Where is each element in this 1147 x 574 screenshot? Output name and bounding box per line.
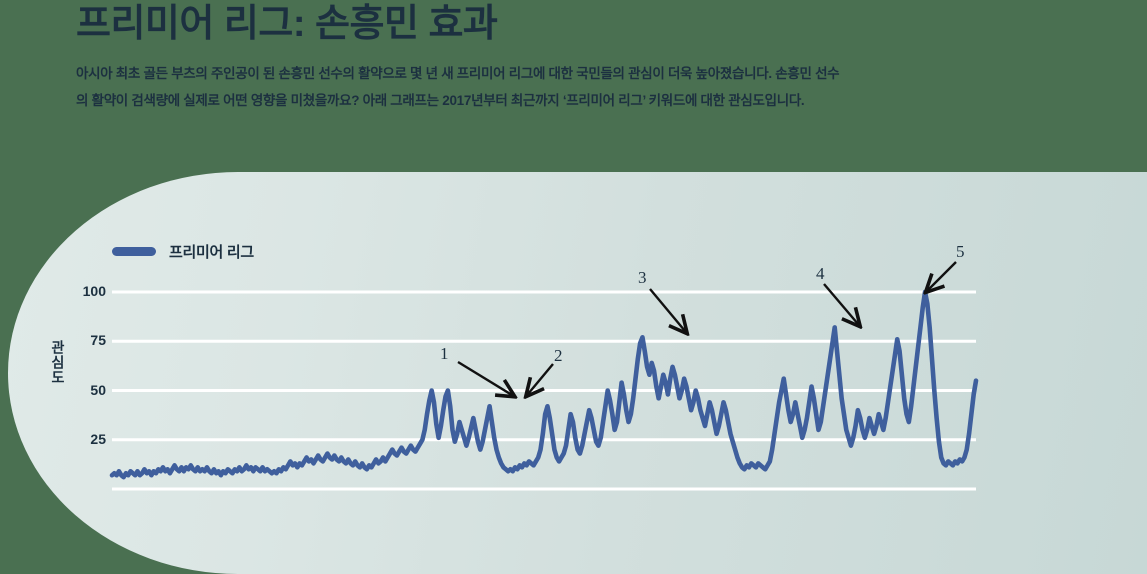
y-axis-title: 관심도 (50, 340, 66, 385)
legend-swatch-premier-league (112, 247, 156, 256)
y-axis-tick-100: 100 (82, 283, 106, 299)
subtitle-line-2: 의 활약이 검색량에 실제로 어떤 영향을 미쳤을까요? 아래 그래프는 201… (76, 93, 805, 108)
chart-card (8, 172, 1147, 574)
y-axis-tick-75: 75 (90, 332, 106, 349)
subtitle-line-1: 아시아 최초 골든 부츠의 주인공이 된 손흥민 선수의 활약으로 몇 년 새 … (76, 66, 840, 81)
annotation-label-4: 4 (816, 264, 825, 283)
y-axis-tick-25: 25 (90, 430, 106, 447)
page-title: 프리미어 리그: 손흥민 효과 (76, 3, 498, 45)
y-axis-tick-50: 50 (90, 381, 106, 398)
page-subtitle: 아시아 최초 골든 부츠의 주인공이 된 손흥민 선수의 활약으로 몇 년 새 … (76, 60, 1088, 114)
chart-legend: 프리미어 리그 (112, 241, 254, 262)
annotation-label-5: 5 (956, 242, 965, 261)
annotation-label-3: 3 (638, 268, 647, 287)
annotation-label-2: 2 (554, 346, 563, 365)
legend-label-premier-league: 프리미어 리그 (169, 244, 254, 261)
annotation-label-1: 1 (440, 344, 449, 363)
